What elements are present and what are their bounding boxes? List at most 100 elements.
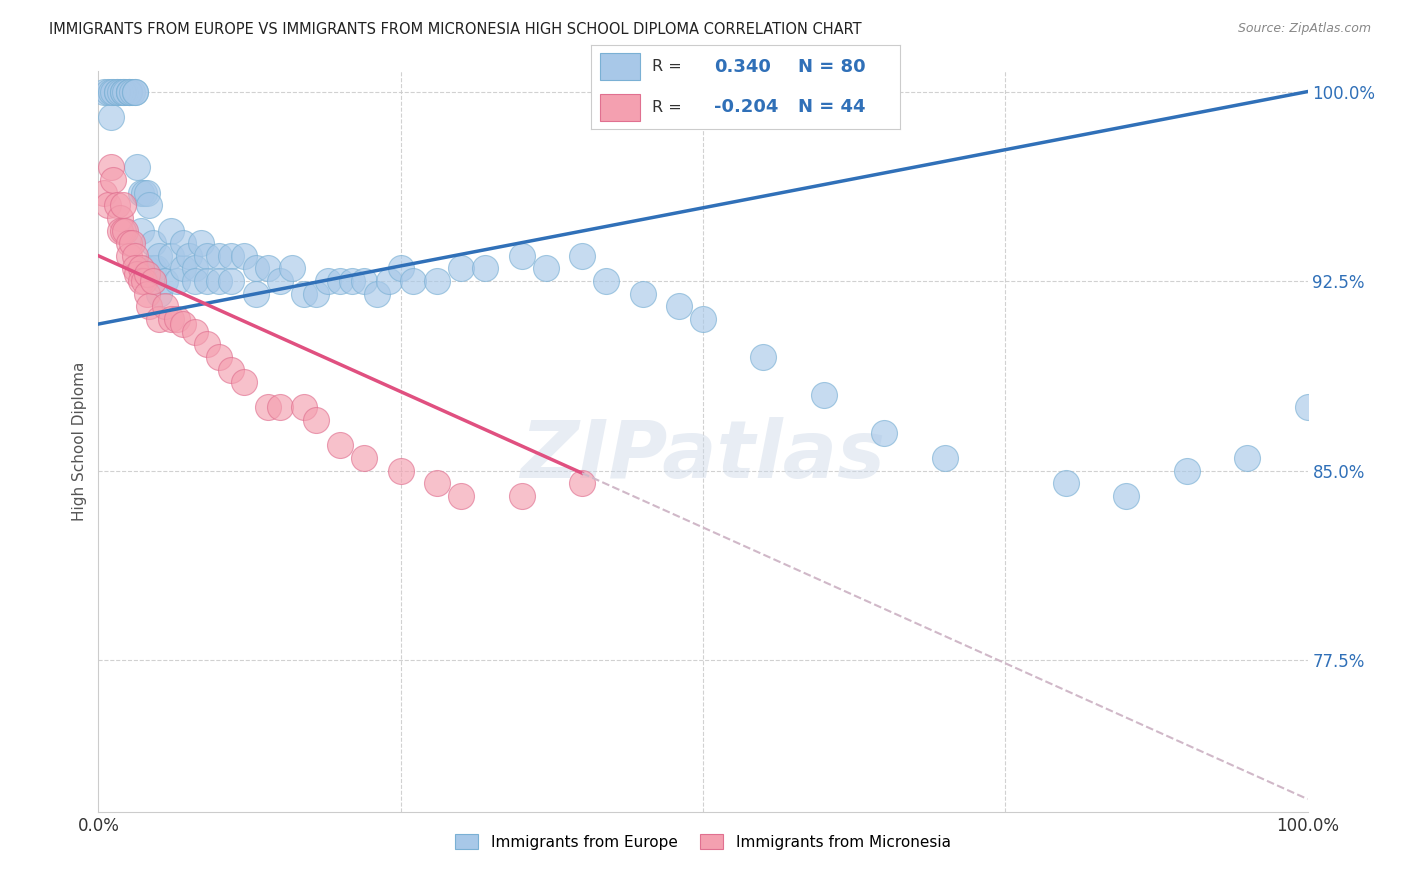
Point	[426, 476, 449, 491]
Point	[142, 236, 165, 251]
Point	[692, 312, 714, 326]
Point	[135, 186, 157, 200]
Point	[148, 312, 170, 326]
Point	[160, 249, 183, 263]
Point	[138, 198, 160, 212]
Point	[208, 274, 231, 288]
Point	[510, 249, 533, 263]
Point	[281, 261, 304, 276]
Text: Source: ZipAtlas.com: Source: ZipAtlas.com	[1237, 22, 1371, 36]
Point	[142, 274, 165, 288]
Point	[195, 337, 218, 351]
Point	[377, 274, 399, 288]
Point	[256, 401, 278, 415]
Point	[873, 425, 896, 440]
Point	[342, 274, 364, 288]
Point	[195, 274, 218, 288]
Point	[179, 249, 201, 263]
Text: R =: R =	[652, 59, 682, 74]
Point	[474, 261, 496, 276]
Text: R =: R =	[652, 100, 682, 115]
Point	[1115, 489, 1137, 503]
Point	[571, 249, 593, 263]
Point	[329, 438, 352, 452]
Point	[105, 85, 128, 99]
Point	[145, 261, 167, 276]
Point	[184, 261, 207, 276]
Point	[160, 223, 183, 237]
Point	[232, 249, 254, 263]
Point	[389, 464, 412, 478]
Point	[190, 236, 212, 251]
Point	[135, 267, 157, 281]
Text: -0.204: -0.204	[714, 98, 779, 116]
Point	[135, 261, 157, 276]
Point	[100, 110, 122, 124]
Bar	[600, 54, 640, 80]
Point	[631, 286, 654, 301]
Point	[153, 274, 176, 288]
Point	[208, 249, 231, 263]
Point	[121, 236, 143, 251]
Point	[316, 274, 339, 288]
Point	[124, 249, 146, 263]
Point	[389, 261, 412, 276]
Point	[111, 198, 134, 212]
Text: ZIPatlas: ZIPatlas	[520, 417, 886, 495]
Point	[108, 211, 131, 225]
Point	[129, 223, 152, 237]
Point	[118, 249, 141, 263]
Point	[221, 249, 243, 263]
Legend: Immigrants from Europe, Immigrants from Micronesia: Immigrants from Europe, Immigrants from …	[450, 828, 956, 856]
Point	[256, 261, 278, 276]
Point	[101, 173, 124, 187]
Point	[184, 325, 207, 339]
Point	[195, 249, 218, 263]
Point	[129, 274, 152, 288]
Point	[166, 274, 188, 288]
Point	[450, 261, 472, 276]
Point	[1054, 476, 1077, 491]
Point	[153, 299, 176, 313]
Point	[402, 274, 425, 288]
Point	[934, 450, 956, 465]
Point	[353, 450, 375, 465]
Point	[100, 85, 122, 99]
Point	[510, 489, 533, 503]
Point	[245, 261, 267, 276]
Point	[1236, 450, 1258, 465]
Point	[124, 85, 146, 99]
Point	[668, 299, 690, 313]
Point	[353, 274, 375, 288]
Point	[1296, 401, 1319, 415]
Point	[184, 274, 207, 288]
Bar	[600, 94, 640, 120]
Point	[129, 261, 152, 276]
Point	[269, 274, 291, 288]
Point	[269, 401, 291, 415]
Point	[108, 85, 131, 99]
Point	[166, 312, 188, 326]
Point	[138, 299, 160, 313]
Text: N = 44: N = 44	[797, 98, 865, 116]
Point	[105, 198, 128, 212]
Point	[305, 413, 328, 427]
Point	[93, 85, 115, 99]
Point	[127, 161, 149, 175]
Point	[208, 350, 231, 364]
Point	[148, 249, 170, 263]
Point	[121, 85, 143, 99]
Point	[105, 85, 128, 99]
Point	[93, 186, 115, 200]
Point	[111, 223, 134, 237]
Point	[118, 236, 141, 251]
Point	[97, 198, 120, 212]
Text: 0.340: 0.340	[714, 58, 770, 76]
Point	[329, 274, 352, 288]
Point	[221, 362, 243, 376]
Point	[135, 286, 157, 301]
Point	[305, 286, 328, 301]
Point	[100, 161, 122, 175]
Point	[245, 286, 267, 301]
Point	[160, 312, 183, 326]
